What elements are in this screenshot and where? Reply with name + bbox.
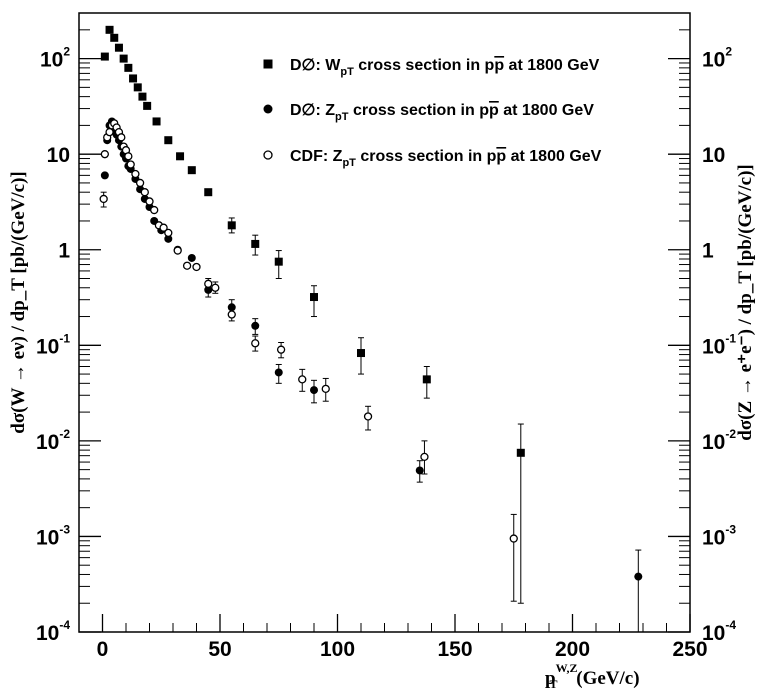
data-point — [138, 92, 147, 101]
data-point — [131, 169, 140, 179]
data-point — [150, 205, 159, 215]
y-tick-label-left: 1 — [58, 240, 70, 263]
data-point — [143, 101, 152, 110]
y-tick-label-right: 10-3 — [702, 522, 736, 549]
x-tick-label: 250 — [672, 638, 707, 661]
data-point — [310, 293, 318, 302]
data-point — [298, 375, 307, 384]
x-tick-label: 150 — [437, 638, 472, 661]
y-tick-label-right: 10 — [702, 144, 725, 167]
data-point — [227, 310, 236, 319]
series-3 — [99, 119, 518, 602]
y-tick-label-left: 10-2 — [36, 427, 70, 454]
y-tick-label-left: 102 — [40, 45, 70, 72]
data-point — [204, 188, 213, 197]
x-tick-label: 0 — [97, 638, 109, 661]
legend: D∅: WpT cross section in pp at 1800 GeV D… — [263, 57, 602, 169]
data-point — [276, 345, 286, 354]
data-point — [100, 150, 109, 159]
series-1 — [100, 25, 525, 604]
data-point — [420, 452, 429, 462]
data-point — [509, 534, 518, 543]
data-point — [187, 166, 196, 175]
axis-titles: pW,Z T (GeV/c) dσ(W → eν) / dp_T [pb/(GeV/… — [8, 164, 756, 691]
data-point — [634, 572, 643, 581]
data-point — [176, 152, 185, 161]
data-point — [321, 384, 330, 394]
legend-entry: D∅: ZpT cross section in pp at 1800 GeV — [290, 102, 594, 123]
x-axis-title: pW,Z T (GeV/c) — [545, 661, 640, 691]
data-point — [415, 466, 424, 475]
data-point — [133, 83, 142, 92]
data-point — [105, 127, 114, 137]
data-point — [204, 279, 213, 288]
data-point — [251, 239, 260, 248]
data-point — [126, 160, 135, 169]
legend-entry: CDF: ZpT cross section in pp at 1800 GeV — [290, 148, 602, 169]
x-tick-label: 50 — [208, 638, 231, 661]
axis-ticks — [78, 12, 691, 633]
data-point — [124, 63, 133, 72]
y-axis-title-left: dσ(W → eν) / dp_T [pb/(GeV/c)] — [8, 171, 29, 434]
data-point — [129, 74, 138, 83]
data-point — [105, 25, 114, 34]
data-point — [363, 412, 373, 421]
data-point — [211, 283, 220, 292]
series-2 — [100, 117, 643, 632]
data-point — [100, 171, 109, 180]
data-point — [164, 136, 173, 145]
data-point — [251, 339, 260, 348]
y-tick-label-left: 10-1 — [36, 331, 70, 358]
data-point — [119, 54, 128, 63]
legend-marker — [263, 104, 273, 114]
data-point — [357, 349, 365, 358]
x-tick-label: 100 — [320, 638, 355, 661]
data-point — [124, 152, 133, 161]
data-point — [110, 33, 119, 42]
legend-marker — [263, 59, 273, 69]
data-point — [182, 261, 192, 270]
data-point — [422, 375, 431, 384]
legend-marker — [263, 150, 273, 160]
data-point — [164, 228, 173, 238]
y-tick-label-left: 10 — [47, 144, 70, 167]
data-point — [274, 368, 283, 377]
data-point — [516, 448, 525, 457]
data-point — [100, 52, 109, 61]
x-tick-label: 200 — [555, 638, 590, 661]
data-point — [117, 133, 126, 142]
data-point — [164, 234, 173, 243]
y-tick-label-right: 10-2 — [702, 427, 736, 454]
data-point — [140, 188, 149, 197]
data-point — [135, 178, 145, 188]
data-points — [99, 25, 643, 632]
y-tick-label-left: 10-4 — [36, 618, 70, 645]
y-tick-label-right: 10-4 — [702, 618, 736, 645]
legend-entry: D∅: WpT cross section in pp at 1800 GeV — [290, 57, 600, 78]
y-tick-label-right: 102 — [702, 45, 732, 72]
data-point — [159, 223, 168, 232]
data-point — [145, 197, 154, 206]
data-point — [114, 43, 123, 52]
data-point — [173, 246, 182, 255]
data-point — [251, 321, 260, 330]
data-point — [227, 221, 236, 230]
data-point — [192, 262, 201, 272]
y-tick-label-right: 1 — [702, 240, 714, 263]
y-axis-title-right: dσ(Z → e⁺e⁻) / dp_T [pb/(GeV/c)] — [735, 164, 756, 441]
data-point — [274, 257, 283, 266]
data-point — [310, 386, 318, 395]
data-point — [187, 253, 196, 262]
data-point — [99, 194, 108, 204]
y-tick-label-left: 10-3 — [36, 522, 70, 549]
data-point — [152, 117, 161, 126]
y-tick-label-right: 10-1 — [702, 331, 736, 358]
